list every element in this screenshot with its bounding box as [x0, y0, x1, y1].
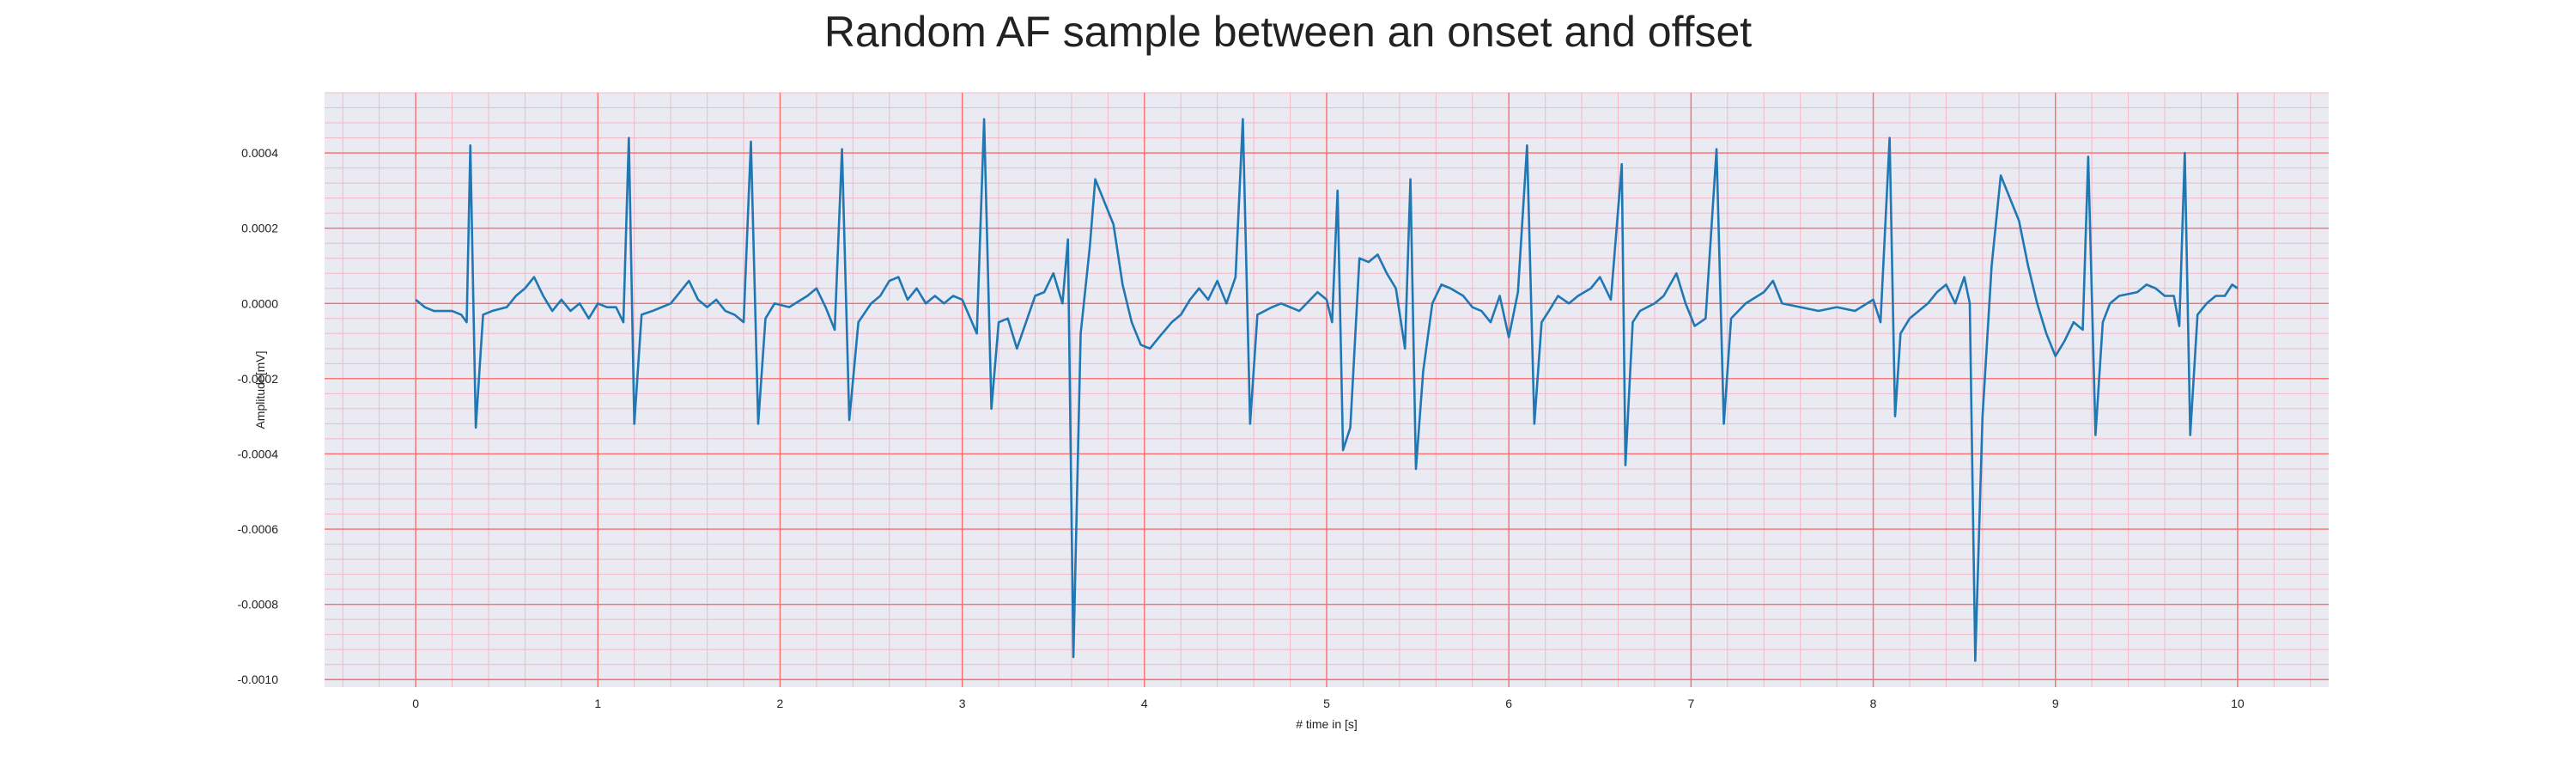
- y-tick-label: -0.0008: [238, 598, 279, 612]
- x-tick-label: 3: [959, 697, 966, 710]
- x-tick-label: 9: [2052, 697, 2059, 710]
- y-tick-labels: 0.0004 0.0002 0.0000 -0.0002 -0.0004 -0.0006 -…: [238, 146, 279, 686]
- y-tick-label: -0.0004: [238, 447, 279, 460]
- x-tick-label: 7: [1687, 697, 1694, 710]
- x-tick-label: 10: [2231, 697, 2245, 710]
- y-tick-label: -0.0010: [238, 673, 279, 686]
- x-tick-label: 8: [1870, 697, 1877, 710]
- x-tick-labels: 0 1 2 3 4 5 6 7 8 9 10: [412, 697, 2245, 710]
- ecg-series-line: [415, 118, 2239, 662]
- y-tick-label: 0.0000: [241, 296, 278, 310]
- major-grid: [325, 93, 2329, 687]
- x-tick-label: 0: [412, 697, 419, 710]
- y-tick-label: 0.0002: [241, 222, 278, 235]
- x-tick-label: 6: [1505, 697, 1512, 710]
- x-axis-label: # time in [s]: [1296, 717, 1358, 731]
- chart-title: Random AF sample between an onset and of…: [823, 8, 1753, 56]
- x-tick-label: 1: [594, 697, 601, 710]
- y-tick-label: -0.0006: [238, 522, 279, 536]
- y-axis-label: Amplitude[mV]: [253, 350, 267, 429]
- x-tick-label: 2: [777, 697, 784, 710]
- y-tick-label: 0.0004: [241, 146, 278, 160]
- series-group: [415, 118, 2239, 662]
- x-tick-label: 5: [1323, 697, 1330, 710]
- x-tick-label: 4: [1141, 697, 1148, 710]
- y-tick-label: -0.0002: [238, 372, 279, 386]
